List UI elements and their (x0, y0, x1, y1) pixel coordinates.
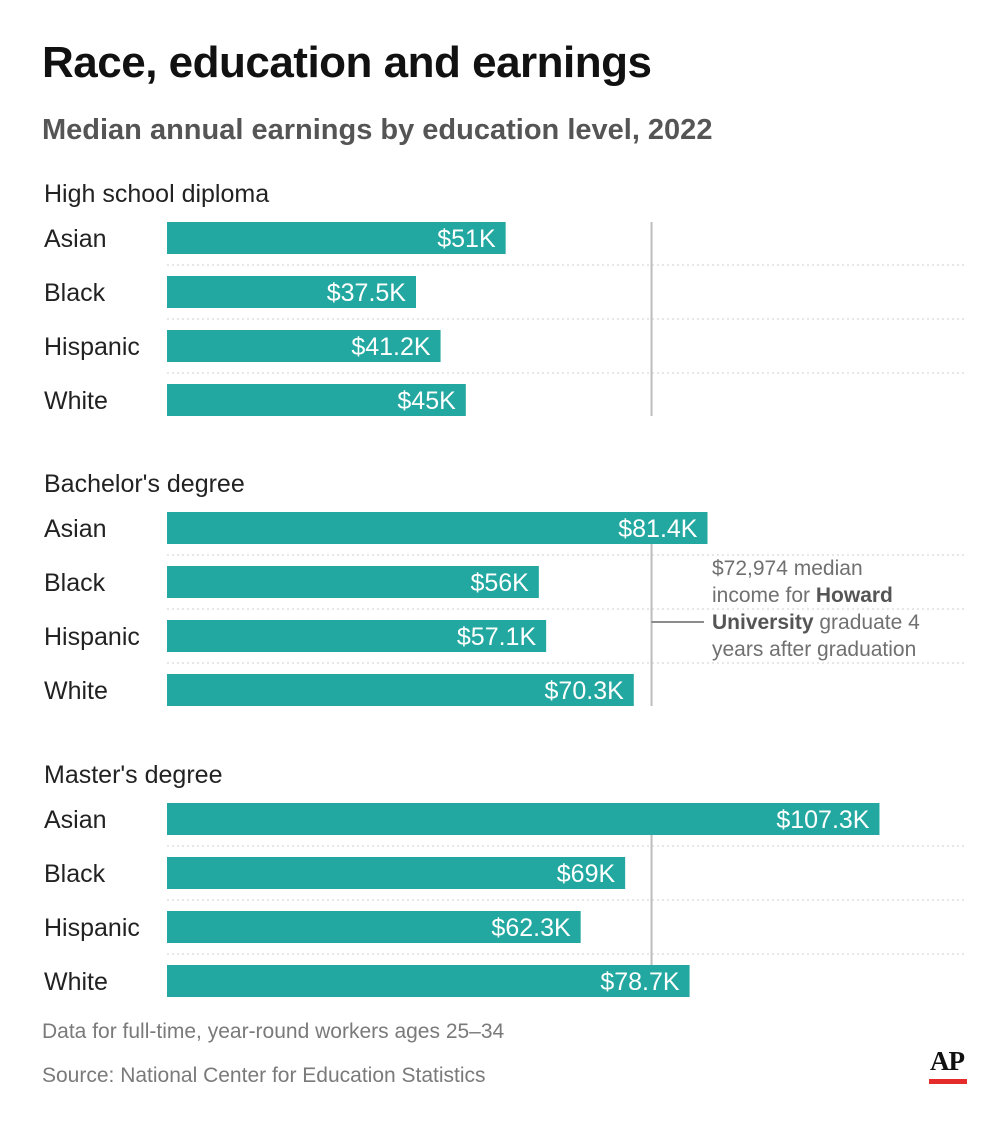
group-heading: Bachelor's degree (44, 470, 245, 498)
value-label: $70.3K (545, 677, 625, 705)
bar (167, 276, 416, 308)
annotation-text: $72,974 median (712, 557, 863, 580)
ap-logo: AP (929, 1046, 969, 1084)
annotation-text: University graduate 4 (712, 611, 920, 634)
group-heading: High school diploma (44, 180, 269, 208)
category-label: White (44, 387, 108, 415)
bar (167, 911, 581, 943)
ap-logo-bar (929, 1079, 967, 1084)
source-note: Source: National Center for Education St… (42, 1064, 486, 1087)
bar (167, 803, 880, 835)
ap-logo-text: AP (930, 1046, 965, 1076)
chart-title: Race, education and earnings (42, 38, 652, 87)
bar (167, 965, 690, 997)
annotation-text: income for Howard (712, 584, 893, 607)
value-label: $45K (397, 387, 456, 415)
value-label: $81.4K (618, 515, 698, 543)
category-label: Black (44, 569, 106, 597)
value-label: $41.2K (351, 333, 431, 361)
value-label: $56K (470, 569, 529, 597)
category-label: Asian (44, 515, 107, 543)
category-label: Black (44, 279, 106, 307)
value-label: $62.3K (491, 914, 571, 942)
category-label: White (44, 677, 108, 705)
category-label: White (44, 968, 108, 996)
value-label: $37.5K (327, 279, 407, 307)
bar (167, 512, 708, 544)
group-heading: Master's degree (44, 761, 222, 789)
chart-subtitle: Median annual earnings by education leve… (42, 114, 713, 146)
bar (167, 857, 626, 889)
value-label: $51K (437, 225, 496, 253)
bar (167, 566, 539, 598)
value-label: $78.7K (600, 968, 680, 996)
annotation-text: years after graduation (712, 638, 916, 661)
bar (167, 674, 634, 706)
value-label: $107.3K (776, 806, 869, 834)
bar (167, 222, 506, 254)
value-label: $69K (557, 860, 616, 888)
category-label: Hispanic (44, 623, 140, 651)
bar (167, 384, 466, 416)
bar (167, 620, 547, 652)
category-label: Asian (44, 806, 107, 834)
category-label: Asian (44, 225, 107, 253)
bar-chart: High school diploma Asian $51K Black $37.5K H… (44, 180, 965, 997)
category-label: Black (44, 860, 106, 888)
value-label: $57.1K (457, 623, 537, 651)
data-note: Data for full-time, year-round workers a… (42, 1020, 505, 1043)
category-label: Hispanic (44, 333, 140, 361)
bar (167, 330, 441, 362)
category-label: Hispanic (44, 914, 140, 942)
